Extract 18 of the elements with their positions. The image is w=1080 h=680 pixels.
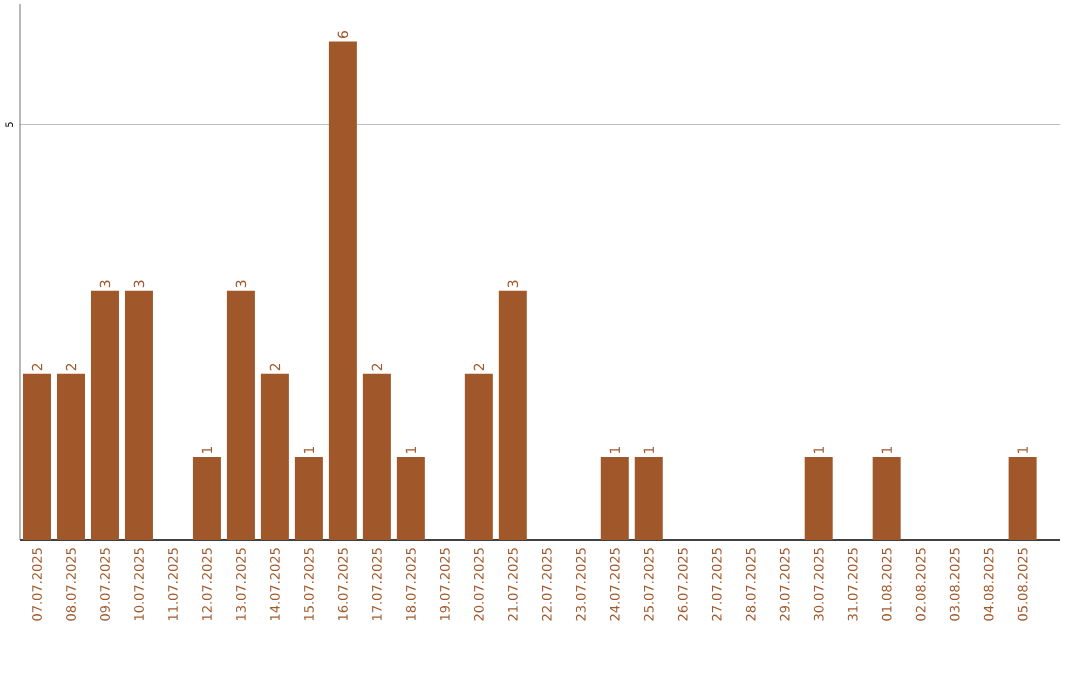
bar [872,456,901,540]
bar [1008,456,1037,540]
bar [362,373,391,540]
bar [464,373,493,540]
bar [498,290,527,540]
bar [124,290,153,540]
bar [23,373,51,540]
bar [804,456,833,540]
bar [56,373,85,540]
bar [396,456,425,540]
bar [634,456,663,540]
bar [192,456,221,540]
bar [328,41,357,540]
bar [294,456,323,540]
bar [600,456,629,540]
bar [90,290,119,540]
bar [226,290,255,540]
bar [260,373,289,540]
